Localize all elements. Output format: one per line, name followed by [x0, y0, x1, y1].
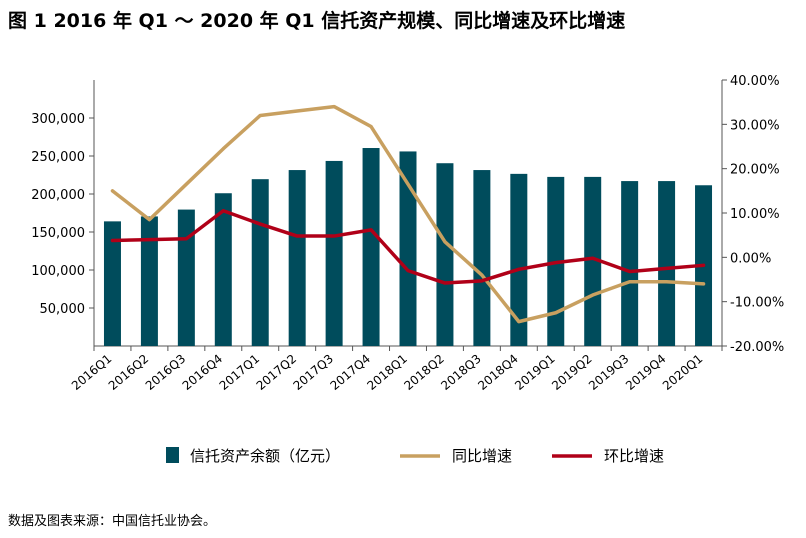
- qoq-growth-line-point: [369, 228, 373, 232]
- chart-legend: 信托资产余额（亿元） 同比增速 环比增速: [166, 447, 664, 465]
- x-tick-label: 2018Q2: [401, 352, 446, 393]
- right-tick-label: 10.00%: [730, 207, 780, 222]
- x-tick-label: 2017Q1: [217, 352, 262, 393]
- x-tick-label: 2018Q4: [475, 352, 520, 393]
- yoy-growth-line-point: [295, 109, 299, 113]
- x-tick-label: 2016Q3: [143, 352, 188, 393]
- yoy-growth-line-point: [517, 320, 521, 324]
- yoy-growth-line-point: [221, 147, 225, 151]
- yoy-growth-line-point: [443, 240, 447, 244]
- legend-label-qoq: 环比增速: [604, 447, 664, 465]
- left-tick-label: 300,000: [31, 112, 85, 127]
- bar: [621, 181, 639, 346]
- bar: [584, 176, 602, 346]
- x-tick-label: 2016Q1: [69, 352, 114, 393]
- yoy-growth-line-point: [554, 311, 558, 315]
- left-tick-label: 200,000: [31, 188, 85, 203]
- x-tick-label: 2019Q2: [549, 352, 594, 393]
- qoq-growth-line-point: [258, 222, 262, 226]
- x-tick-label: 2018Q1: [364, 352, 409, 393]
- yoy-growth-line-point: [258, 113, 262, 117]
- right-tick-label: 0.00%: [730, 251, 771, 266]
- right-tick-label: 30.00%: [730, 118, 780, 133]
- yoy-growth-line-point: [591, 293, 595, 297]
- yoy-growth-line-point: [332, 105, 336, 109]
- yoy-growth-line-point: [480, 273, 484, 277]
- bar: [288, 170, 306, 346]
- yoy-growth-line-point: [665, 280, 669, 284]
- qoq-growth-line-point: [295, 234, 299, 238]
- bar: [399, 151, 417, 346]
- right-tick-label: 20.00%: [730, 163, 780, 178]
- right-tick-label: 40.00%: [730, 74, 780, 89]
- legend-swatch-assets: [166, 447, 179, 463]
- bar: [103, 221, 121, 346]
- chart-title: 图 1 2016 年 Q1 ～ 2020 年 Q1 信托资产规模、同比增速及环比…: [8, 10, 626, 32]
- qoq-growth-line-point: [110, 238, 114, 242]
- x-tick-label: 2019Q3: [586, 352, 631, 393]
- yoy-growth-line-point: [369, 125, 373, 129]
- x-tick-label: 2016Q4: [180, 352, 225, 393]
- yoy-growth-line-point: [110, 189, 114, 193]
- qoq-growth-line-point: [591, 256, 595, 260]
- right-tick-label: -10.00%: [730, 296, 784, 311]
- yoy-growth-line-point: [184, 182, 188, 186]
- left-tick-label: 150,000: [31, 226, 85, 241]
- yoy-growth-line-point: [147, 218, 151, 222]
- x-tick-label: 2020Q1: [660, 352, 705, 393]
- left-tick-label: 50,000: [40, 302, 86, 317]
- qoq-growth-line-point: [517, 267, 521, 271]
- yoy-growth-line-point: [628, 280, 632, 284]
- qoq-growth-line-point: [406, 269, 410, 273]
- qoq-growth-line-point: [184, 237, 188, 241]
- legend-label-assets: 信托资产余额（亿元）: [190, 447, 340, 465]
- x-tick-label: 2019Q4: [623, 352, 668, 393]
- qoq-growth-line-point: [702, 263, 706, 267]
- bar: [177, 209, 195, 346]
- bar: [140, 216, 158, 346]
- bar: [510, 173, 528, 346]
- legend-label-yoy: 同比增速: [452, 447, 512, 465]
- bar: [473, 170, 491, 346]
- qoq-growth-line-point: [628, 270, 632, 274]
- bar: [214, 193, 232, 346]
- qoq-growth-line-point: [554, 261, 558, 265]
- bar: [436, 163, 454, 346]
- x-tick-label: 2018Q3: [438, 352, 483, 393]
- yoy-growth-line-point: [702, 282, 706, 286]
- line-series: [110, 104, 706, 324]
- bar: [658, 181, 676, 346]
- qoq-growth-line-point: [221, 209, 225, 213]
- qoq-growth-line-point: [443, 281, 447, 285]
- bar: [251, 179, 269, 346]
- left-tick-label: 250,000: [31, 150, 85, 165]
- yoy-growth-line-point: [406, 182, 410, 186]
- x-tick-label: 2017Q3: [291, 352, 336, 393]
- bar-series: [103, 148, 713, 346]
- qoq-growth-line-point: [480, 279, 484, 283]
- x-tick-label: 2017Q4: [328, 352, 373, 393]
- qoq-growth-line-point: [665, 266, 669, 270]
- bar: [325, 160, 343, 346]
- x-tick-label: 2016Q2: [106, 352, 151, 393]
- qoq-growth-line-point: [147, 238, 151, 242]
- left-tick-label: 100,000: [31, 264, 85, 279]
- x-tick-label: 2019Q1: [512, 352, 557, 393]
- x-tick-label: 2017Q2: [254, 352, 299, 393]
- bar: [362, 148, 380, 346]
- qoq-growth-line-point: [332, 234, 336, 238]
- right-tick-label: -20.00%: [730, 340, 784, 355]
- source-note: 数据及图表来源：中国信托业协会。: [8, 514, 217, 529]
